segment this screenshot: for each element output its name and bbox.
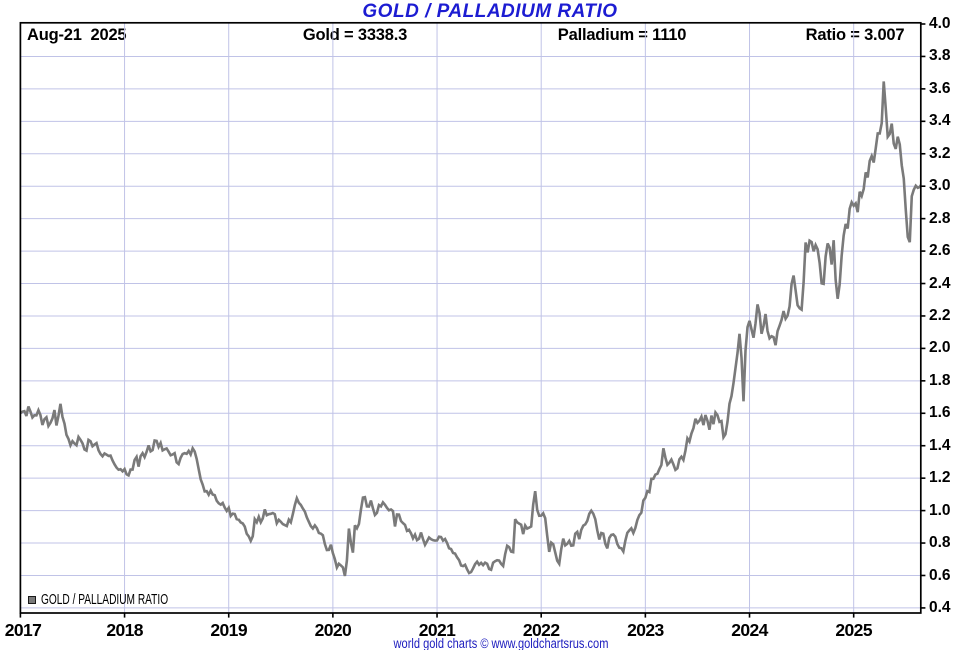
chart-title: GOLD / PALLADIUM RATIO [362,1,618,22]
y-axis-label-1.6: 1.6 [929,404,951,422]
y-axis-label-2.4: 2.4 [929,274,951,292]
x-axis-label-2025: 2025 [835,619,872,640]
info-palladium-label: Palladium = 1110 [557,26,687,44]
legend: GOLD / PALLADIUM RATIO [28,592,222,608]
y-axis-label-3.0: 3.0 [929,177,951,195]
y-axis-label-3.8: 3.8 [929,47,951,65]
y-axis-label-3.2: 3.2 [929,144,951,162]
plot-border [19,21,922,614]
footer-credit: world gold charts © www.goldchartsrus.co… [393,635,609,650]
y-axis-label-3.4: 3.4 [929,112,951,130]
x-axis-label-2017: 2017 [4,619,42,640]
y-axis-label-1.2: 1.2 [929,469,951,487]
x-axis-label-2023: 2023 [627,619,664,640]
y-axis-label-3.6: 3.6 [929,79,951,97]
x-axis-label-2022: 2022 [522,619,560,640]
x-axis-label-2020: 2020 [314,619,352,640]
y-axis-label-2.6: 2.6 [929,242,951,260]
legend-series-label: GOLD / PALLADIUM RATIO [40,592,168,608]
y-axis-label-1.8: 1.8 [929,371,951,389]
x-axis-label-2018: 2018 [106,619,143,640]
x-axis-label-2024: 2024 [731,619,768,640]
y-axis-label-0.4: 0.4 [929,598,951,616]
info-date-label: Aug-21 2025 [27,26,127,44]
y-axis-label-2.2: 2.2 [929,307,951,324]
info-gold-label: Gold = 3338.3 [302,26,408,44]
ratio-line [19,81,922,577]
x-axis-label-2021: 2021 [418,619,456,640]
y-axis-label-0.6: 0.6 [929,566,951,584]
y-axis-label-2.0: 2.0 [929,339,951,357]
y-axis-label-1.4: 1.4 [929,436,951,454]
info-ratio-label: Ratio = 3.007 [805,26,905,44]
legend-swatch-icon [28,596,36,604]
y-axis-label-1.0: 1.0 [929,501,951,519]
y-axis-label-4.0: 4.0 [929,15,951,32]
y-axis-label-0.8: 0.8 [929,534,951,551]
x-axis-label-2019: 2019 [210,619,247,640]
y-axis-label-2.8: 2.8 [929,209,951,227]
